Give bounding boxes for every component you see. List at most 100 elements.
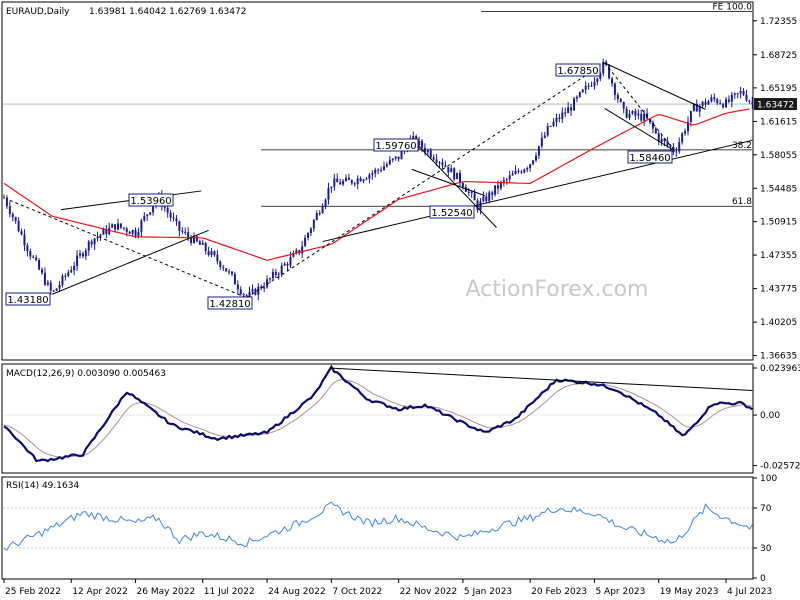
price-y-tick-label: 1.54485 (760, 184, 797, 194)
candle-body (643, 113, 646, 121)
candle-body (143, 215, 146, 221)
price-annotation-label: 1.59760 (375, 141, 416, 152)
candle-body (175, 218, 178, 222)
candle-body (634, 111, 637, 116)
candle-body (137, 232, 140, 236)
candle-body (274, 271, 277, 275)
candle-body (625, 108, 628, 118)
candle-body (38, 259, 41, 270)
candle-body (3, 197, 5, 199)
candle-body (114, 224, 117, 230)
candle-body (593, 81, 596, 86)
candle-body (470, 192, 473, 194)
candle-body (450, 168, 453, 173)
price-y-tick-label: 1.47355 (760, 251, 797, 261)
date-x-tick-label: 22 Nov 2022 (400, 587, 458, 597)
candle-body (307, 233, 309, 238)
macd-signal-line (3, 379, 753, 458)
candle-body (339, 182, 342, 185)
price-y-tick-label: 1.72355 (760, 17, 797, 27)
candle-body (245, 295, 248, 298)
candle-body (494, 185, 497, 195)
candle-body (447, 166, 450, 173)
candle-body (169, 212, 172, 218)
support-trendline-2022 (52, 229, 209, 295)
candle-body (96, 236, 99, 239)
candle-body (172, 217, 175, 219)
candle-body (473, 193, 476, 201)
candle-body (280, 265, 283, 275)
candle-body (751, 101, 754, 104)
candle-body (298, 250, 301, 254)
candle-body (552, 121, 555, 126)
candle-body (309, 228, 312, 234)
candle-body (453, 168, 456, 180)
candle-body (722, 103, 725, 108)
rsi-y-tick-label: 30 (760, 544, 772, 554)
candle-body (17, 221, 20, 232)
candle-body (362, 179, 365, 182)
channel-lower-line (411, 168, 486, 197)
macd-y-tick-label: 0.00 (760, 411, 780, 421)
candle-body (511, 173, 514, 176)
candle-body (233, 274, 236, 285)
candle-body (342, 181, 345, 185)
candle-body (117, 223, 119, 230)
price-panel-frame (1, 1, 754, 361)
candle-body (64, 275, 67, 277)
candle-body (216, 254, 219, 262)
candle-body (251, 288, 254, 292)
candle-body (260, 286, 263, 289)
candle-body (479, 201, 482, 210)
macd-title: MACD(12,26,9) 0.003090 0.005463 (6, 369, 166, 379)
candle-body (87, 241, 90, 251)
candle-body (742, 91, 745, 95)
candle-body (193, 236, 195, 243)
candle-body (543, 135, 546, 138)
candle-body (508, 175, 511, 180)
current-price-tag-label: 1.63472 (757, 101, 794, 111)
candle-body (321, 206, 324, 214)
price-annotation-box (373, 138, 419, 152)
candle-body (84, 250, 87, 257)
candle-body (213, 251, 216, 255)
candle-body (383, 166, 385, 171)
candle-body (385, 164, 388, 167)
candle-body (295, 250, 298, 254)
falling-channel-lower (604, 108, 676, 152)
candle-body (491, 192, 494, 195)
candle-body (485, 196, 488, 202)
candle-body (79, 253, 81, 256)
candle-body (350, 180, 353, 184)
candle-body (689, 110, 692, 122)
candle-body (76, 255, 79, 266)
axis-layer: 1.72355 1.68725 1.65195 1.61615 1.58055 1.544… (3, 17, 800, 597)
candle-body (467, 191, 470, 193)
date-x-tick-label: 7 Oct 2022 (332, 587, 382, 597)
candle-body (190, 237, 193, 243)
candle-body (90, 241, 93, 245)
candle-body (488, 192, 491, 202)
candle-body (356, 178, 359, 184)
fib-level-label: 61.8 (732, 197, 752, 207)
candle-body (464, 187, 467, 192)
candle-body (698, 105, 701, 112)
candle-body (421, 141, 423, 148)
candle-body (330, 186, 333, 189)
candle-body (587, 85, 590, 87)
candle-body (394, 156, 397, 159)
candle-body (575, 96, 578, 99)
date-x-tick-label: 24 Aug 2022 (268, 587, 326, 597)
candle-body (58, 284, 61, 289)
candle-body (347, 177, 350, 181)
price-y-tick-label: 1.36635 (760, 352, 797, 362)
candle-body (269, 278, 271, 280)
candle-body (388, 159, 391, 165)
candle-body (102, 228, 105, 235)
candle-body (111, 224, 114, 228)
candle-body (222, 267, 225, 269)
candle-body (207, 250, 210, 256)
candle-body (397, 156, 400, 160)
candle-body (327, 188, 330, 200)
fib-level-label: FE 100.0 (713, 3, 753, 13)
